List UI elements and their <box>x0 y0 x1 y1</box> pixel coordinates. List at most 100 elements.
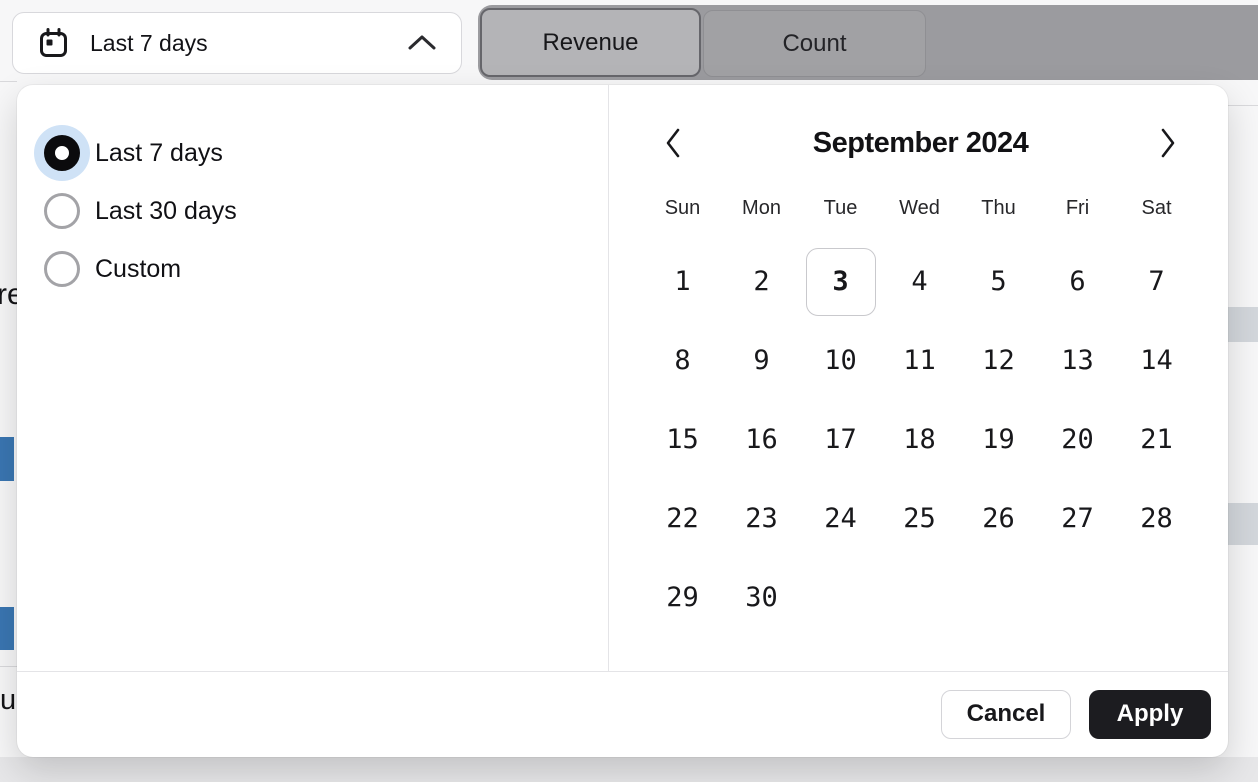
calendar-day-number: 20 <box>1061 424 1094 455</box>
calendar-day[interactable]: 28 <box>1117 479 1196 558</box>
background-text-fragment: u <box>0 684 17 716</box>
preset-option-custom[interactable]: Custom <box>44 240 608 298</box>
weekday-label: Sat <box>1141 197 1172 219</box>
calendar-day-number: 14 <box>1140 345 1173 376</box>
radio-unselected-icon[interactable] <box>44 193 80 229</box>
weekday-label: Sun <box>664 197 701 219</box>
calendar-day-number: 13 <box>1061 345 1094 376</box>
calendar-day[interactable]: 15 <box>643 400 722 479</box>
calendar-day[interactable]: 13 <box>1038 321 1117 400</box>
preset-option-label: Last 7 days <box>95 138 223 167</box>
calendar-day-number: 1 <box>674 266 691 297</box>
calendar-day[interactable]: 30 <box>722 558 801 637</box>
calendar-day-number: 10 <box>824 345 857 376</box>
chart-bar-fragment <box>0 607 14 650</box>
calendar-day[interactable]: 5 <box>959 242 1038 321</box>
calendar-day[interactable]: 3 <box>801 242 880 321</box>
calendar-day[interactable]: 25 <box>880 479 959 558</box>
radio-unselected-icon[interactable] <box>44 251 80 287</box>
calendar-icon <box>37 27 70 60</box>
preset-panel: Last 7 days Last 30 days Custom <box>17 85 609 671</box>
calendar-day[interactable]: 29 <box>643 558 722 637</box>
weekday-label: Mon <box>742 197 781 219</box>
weekday-header-row: Sun Mon Tue Wed Thu Fri Sat <box>609 197 1228 220</box>
calendar-day[interactable]: 23 <box>722 479 801 558</box>
calendar-day[interactable]: 22 <box>643 479 722 558</box>
divider <box>0 666 17 667</box>
calendar-day-number: 5 <box>990 266 1007 297</box>
preset-option-last-30-days[interactable]: Last 30 days <box>44 182 608 240</box>
chevron-left-icon <box>663 127 683 159</box>
calendar-day-number: 25 <box>903 503 936 534</box>
calendar-day[interactable]: 18 <box>880 400 959 479</box>
calendar-day[interactable]: 6 <box>1038 242 1117 321</box>
calendar-day-number: 2 <box>753 266 770 297</box>
weekday-label: Thu <box>981 197 1016 219</box>
radio-selected-icon[interactable] <box>44 135 80 171</box>
popover-body: Last 7 days Last 30 days Custom September … <box>17 85 1228 672</box>
chevron-right-icon <box>1158 127 1178 159</box>
calendar-day-number: 26 <box>982 503 1015 534</box>
calendar-day[interactable]: 4 <box>880 242 959 321</box>
calendar-day-number: 28 <box>1140 503 1173 534</box>
calendar-header: September 2024 <box>609 85 1228 161</box>
calendar-day-number: 8 <box>674 345 691 376</box>
calendar-day-number: 23 <box>745 503 778 534</box>
calendar-day[interactable]: 26 <box>959 479 1038 558</box>
calendar-day[interactable]: 10 <box>801 321 880 400</box>
calendar-day[interactable]: 19 <box>959 400 1038 479</box>
calendar-day[interactable]: 1 <box>643 242 722 321</box>
calendar-day-grid: 1 2 3 4 5 6 7 8 9 10 11 12 13 14 15 16 17 18 19 20 21 22 23 24 2… <box>609 242 1228 637</box>
calendar-day-number: 12 <box>982 345 1015 376</box>
apply-button[interactable]: Apply <box>1089 689 1211 739</box>
calendar-day[interactable]: 7 <box>1117 242 1196 321</box>
preset-option-label: Last 30 days <box>95 196 237 225</box>
popover-footer: Cancel Apply <box>17 672 1228 756</box>
calendar-day-number: 4 <box>911 266 928 297</box>
calendar-day[interactable]: 27 <box>1038 479 1117 558</box>
previous-month-button[interactable] <box>655 125 691 161</box>
calendar-day-number: 18 <box>903 424 936 455</box>
chart-bar-fragment <box>0 437 14 481</box>
calendar-day-number: 15 <box>666 424 699 455</box>
divider <box>1228 105 1258 106</box>
calendar-day[interactable]: 8 <box>643 321 722 400</box>
calendar-day[interactable]: 11 <box>880 321 959 400</box>
calendar-day[interactable]: 16 <box>722 400 801 479</box>
weekday-label: Fri <box>1065 197 1090 219</box>
chevron-up-icon <box>405 32 439 54</box>
calendar-month-title: September 2024 <box>812 126 1029 159</box>
date-range-value: Last 7 days <box>90 29 208 56</box>
tab-count[interactable]: Count <box>703 10 926 77</box>
page-bottom-strip <box>0 757 1258 782</box>
calendar-day-number: 9 <box>753 345 770 376</box>
calendar-day[interactable]: 12 <box>959 321 1038 400</box>
tab-revenue[interactable]: Revenue <box>480 8 701 77</box>
calendar-day[interactable]: 17 <box>801 400 880 479</box>
calendar-day[interactable]: 21 <box>1117 400 1196 479</box>
next-month-button[interactable] <box>1150 125 1186 161</box>
calendar-day-number: 19 <box>982 424 1015 455</box>
calendar-day-number: 11 <box>903 345 936 376</box>
weekday-label: Wed <box>899 197 940 219</box>
calendar-day[interactable]: 20 <box>1038 400 1117 479</box>
calendar-day[interactable]: 9 <box>722 321 801 400</box>
divider <box>0 81 17 82</box>
calendar-day[interactable]: 2 <box>722 242 801 321</box>
preset-option-last-7-days[interactable]: Last 7 days <box>44 124 608 182</box>
date-range-popover: Last 7 days Last 30 days Custom September … <box>17 85 1228 757</box>
preset-option-label: Custom <box>95 254 182 283</box>
calendar-day-number: 16 <box>745 424 778 455</box>
calendar-day[interactable]: 24 <box>801 479 880 558</box>
chart-bar-fragment <box>1228 503 1258 545</box>
calendar-day-number: 21 <box>1140 424 1173 455</box>
calendar-day-number: 7 <box>1148 266 1165 297</box>
calendar-day-number: 3 <box>805 247 876 316</box>
calendar-day[interactable]: 14 <box>1117 321 1196 400</box>
date-range-dropdown[interactable]: Last 7 days <box>12 12 462 74</box>
chart-bar-fragment <box>1228 307 1258 342</box>
calendar-day-number: 22 <box>666 503 699 534</box>
weekday-label: Tue <box>823 197 858 219</box>
cancel-button[interactable]: Cancel <box>941 689 1071 739</box>
calendar-day-number: 24 <box>824 503 857 534</box>
